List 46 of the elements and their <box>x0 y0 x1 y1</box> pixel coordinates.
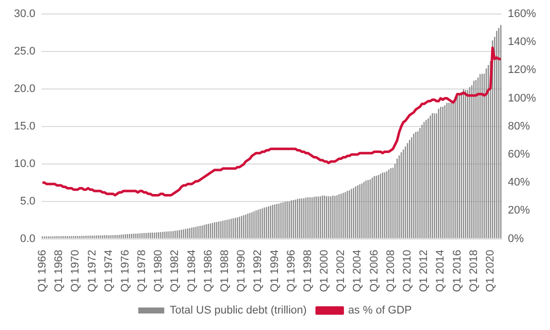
x-tick-label: Q1 2010 <box>402 250 414 292</box>
x-tick-label: Q1 1976 <box>119 250 132 292</box>
x-tick-label: Q1 1994 <box>268 250 281 292</box>
x-tick-label: Q1 1984 <box>186 250 198 292</box>
legend-label: Total US public debt (trillion) <box>170 304 307 317</box>
y-tick-label: 25.0 <box>14 46 36 58</box>
x-tick-label: Q1 2014 <box>434 250 447 292</box>
y-tick-label: 10.0 <box>14 158 36 170</box>
x-tick-label: Q1 2018 <box>468 250 480 292</box>
x-tick-label: Q1 1972 <box>86 250 98 292</box>
y2-tick-label: 0% <box>508 232 524 245</box>
y2-tick-label: 80% <box>508 120 530 132</box>
x-tick-label: Q1 2002 <box>335 250 348 292</box>
x-tick-label: Q1 1982 <box>169 250 182 292</box>
y2-tick-label: 60% <box>508 148 530 161</box>
y-tick-label: 20.0 <box>14 82 36 95</box>
x-tick-label: Q1 1978 <box>136 250 148 292</box>
y2-tick-label: 120% <box>508 64 536 76</box>
x-tick-label: Q1 1986 <box>202 250 214 292</box>
y2-tick-label: 100% <box>508 92 536 104</box>
x-tick-label: Q1 1980 <box>152 250 165 292</box>
y-tick-label: 0.0 <box>20 232 36 245</box>
x-tick-label: Q1 1970 <box>70 250 82 292</box>
x-tick-label: Q1 2008 <box>384 250 397 292</box>
x-tick-label: Q1 1966 <box>36 250 48 292</box>
x-tick-label: Q1 1998 <box>302 250 314 292</box>
y2-tick-label: 40% <box>508 176 530 189</box>
y2-tick-label: 20% <box>508 204 530 217</box>
y-tick-label: 30.0 <box>14 8 36 20</box>
x-tick-label: Q1 2016 <box>451 250 464 292</box>
x-tick-label: Q1 1988 <box>219 250 231 292</box>
x-tick-label: Q1 2004 <box>352 250 364 292</box>
x-tick-label: Q1 1996 <box>285 250 298 292</box>
y-tick-label: 5.0 <box>20 195 36 208</box>
y2-tick-label: 160% <box>508 8 536 20</box>
x-tick-label: Q1 2020 <box>484 250 496 292</box>
x-tick-label: Q1 1974 <box>102 250 115 292</box>
x-tick-label: Q1 1990 <box>236 250 248 292</box>
x-tick-label: Q1 1992 <box>252 250 264 292</box>
x-tick-label: Q1 2000 <box>318 250 331 292</box>
x-tick-label: Q1 1968 <box>53 250 66 292</box>
legend-label: as % of GDP <box>348 304 412 317</box>
x-tick-label: Q1 2012 <box>418 250 430 292</box>
y-tick-label: 15.0 <box>14 120 36 132</box>
y2-tick-label: 140% <box>508 36 536 48</box>
x-tick-label: Q1 2006 <box>368 250 380 292</box>
